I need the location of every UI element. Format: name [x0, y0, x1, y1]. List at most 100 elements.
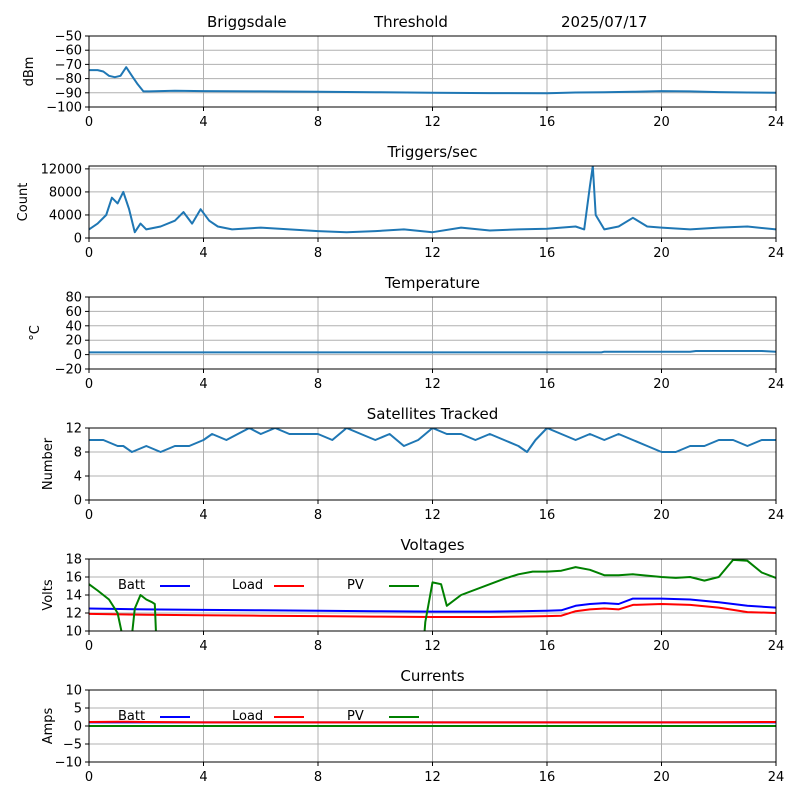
y-tick-label: 0	[74, 494, 82, 509]
legend-label-batt: Batt	[118, 578, 145, 593]
x-tick-label: 8	[314, 246, 322, 261]
panel-satellites: 0 4 8 12 16 20 24 0 4 8 12 Satellites Tracked Number	[41, 405, 784, 523]
x-tick-label: 8	[314, 508, 322, 523]
y-axis-label: Count	[16, 183, 31, 222]
y-tick-label: −60	[55, 44, 82, 59]
x-tick-label: 20	[653, 770, 670, 785]
x-tick-label: 20	[653, 246, 670, 261]
x-tick-label: 8	[314, 115, 322, 130]
series-line-load	[89, 720, 776, 724]
y-tick-label: 4	[74, 470, 82, 485]
y-tick-label: 20	[65, 334, 82, 349]
x-tick-label: 4	[199, 115, 207, 130]
x-tick-label: 24	[768, 508, 785, 523]
x-tick-label: 16	[539, 115, 556, 130]
x-tick-label: 12	[424, 115, 441, 130]
y-axis-label: dBm	[22, 57, 37, 87]
y-tick-label: 12	[65, 422, 82, 437]
x-tick-label: 0	[85, 115, 93, 130]
y-tick-label: 8	[74, 446, 82, 461]
y-tick-label: −10	[55, 756, 82, 771]
x-tick-label: 12	[424, 246, 441, 261]
y-tick-label: −80	[55, 72, 82, 87]
x-tick-label: 8	[314, 770, 322, 785]
x-tick-label: 12	[424, 377, 441, 392]
x-tick-label: 16	[539, 377, 556, 392]
series-line	[89, 428, 776, 453]
series-line-pv	[89, 559, 776, 631]
x-tick-label: 24	[768, 377, 785, 392]
y-tick-label: 14	[65, 589, 82, 604]
x-tick-label: 16	[539, 770, 556, 785]
y-tick-label: 0	[74, 348, 82, 363]
series-line	[89, 350, 776, 354]
x-tick-label: 16	[539, 508, 556, 523]
y-tick-label: 10	[65, 684, 82, 699]
y-tick-label: −5	[63, 738, 82, 753]
panel-threshold: 0 4 8 12 16 20 24 −100−90−80−70−60−50 dBm	[22, 30, 784, 131]
x-tick-label: 0	[85, 377, 93, 392]
x-tick-label: 4	[199, 508, 207, 523]
y-tick-label: 0	[74, 232, 82, 247]
y-tick-label: 4000	[49, 208, 82, 223]
y-tick-label: 8000	[49, 185, 82, 200]
y-tick-label: 60	[65, 305, 82, 320]
y-tick-label: 12	[65, 607, 82, 622]
x-tick-label: 16	[539, 639, 556, 654]
x-tick-label: 24	[768, 639, 785, 654]
y-axis-label: °C	[28, 325, 43, 341]
panel-title: Temperature	[384, 274, 480, 292]
x-tick-label: 4	[199, 377, 207, 392]
legend-label-pv: PV	[347, 709, 364, 724]
x-tick-label: 0	[85, 639, 93, 654]
series-line	[89, 166, 776, 234]
x-tick-label: 24	[768, 770, 785, 785]
x-tick-label: 12	[424, 770, 441, 785]
x-tick-label: 4	[199, 770, 207, 785]
x-tick-label: 24	[768, 115, 785, 130]
series-line-batt	[89, 597, 776, 613]
legend-label-pv: PV	[347, 578, 364, 593]
y-axis-label: Amps	[41, 707, 56, 744]
legend-label-load: Load	[232, 578, 263, 593]
y-tick-label: 0	[74, 720, 82, 735]
x-tick-label: 16	[539, 246, 556, 261]
x-tick-label: 4	[199, 639, 207, 654]
x-tick-label: 0	[85, 508, 93, 523]
header-date: 2025/07/17	[561, 13, 647, 31]
y-tick-label: 80	[65, 291, 82, 306]
y-tick-label: −70	[55, 58, 82, 73]
panel-title: Voltages	[400, 536, 464, 554]
series-line	[89, 66, 776, 95]
y-tick-label: −50	[55, 30, 82, 45]
y-tick-label: 5	[74, 702, 82, 717]
y-tick-label: 16	[65, 571, 82, 586]
x-tick-label: 8	[314, 639, 322, 654]
panel-triggers: 0 4 8 12 16 20 24 0 4000 8000 12000 Triggers/sec Cou…	[16, 143, 784, 261]
header-mode: Threshold	[373, 13, 448, 31]
x-tick-label: 0	[85, 770, 93, 785]
y-tick-label: 40	[65, 319, 82, 334]
y-tick-label: −90	[55, 86, 82, 101]
y-tick-label: −20	[55, 363, 82, 378]
header-site: Briggsdale	[207, 13, 287, 31]
x-tick-label: 20	[653, 115, 670, 130]
x-tick-label: 24	[768, 246, 785, 261]
panel-voltages: 0 4 8 12 16 20 24 10 12 14 16 18 Voltages Volts Batt Lo…	[41, 536, 784, 654]
x-tick-label: 20	[653, 508, 670, 523]
y-tick-label: −100	[46, 101, 82, 116]
x-tick-label: 12	[424, 508, 441, 523]
y-tick-label: 18	[65, 553, 82, 568]
y-axis-label: Number	[41, 437, 56, 490]
series-line-load	[89, 603, 776, 618]
y-axis-label: Volts	[41, 579, 56, 611]
x-tick-label: 20	[653, 377, 670, 392]
panel-title: Currents	[400, 667, 464, 685]
x-tick-label: 8	[314, 377, 322, 392]
panel-title: Satellites Tracked	[367, 405, 498, 423]
y-tick-label: 12000	[41, 162, 82, 177]
x-tick-label: 4	[199, 246, 207, 261]
x-tick-label: 20	[653, 639, 670, 654]
